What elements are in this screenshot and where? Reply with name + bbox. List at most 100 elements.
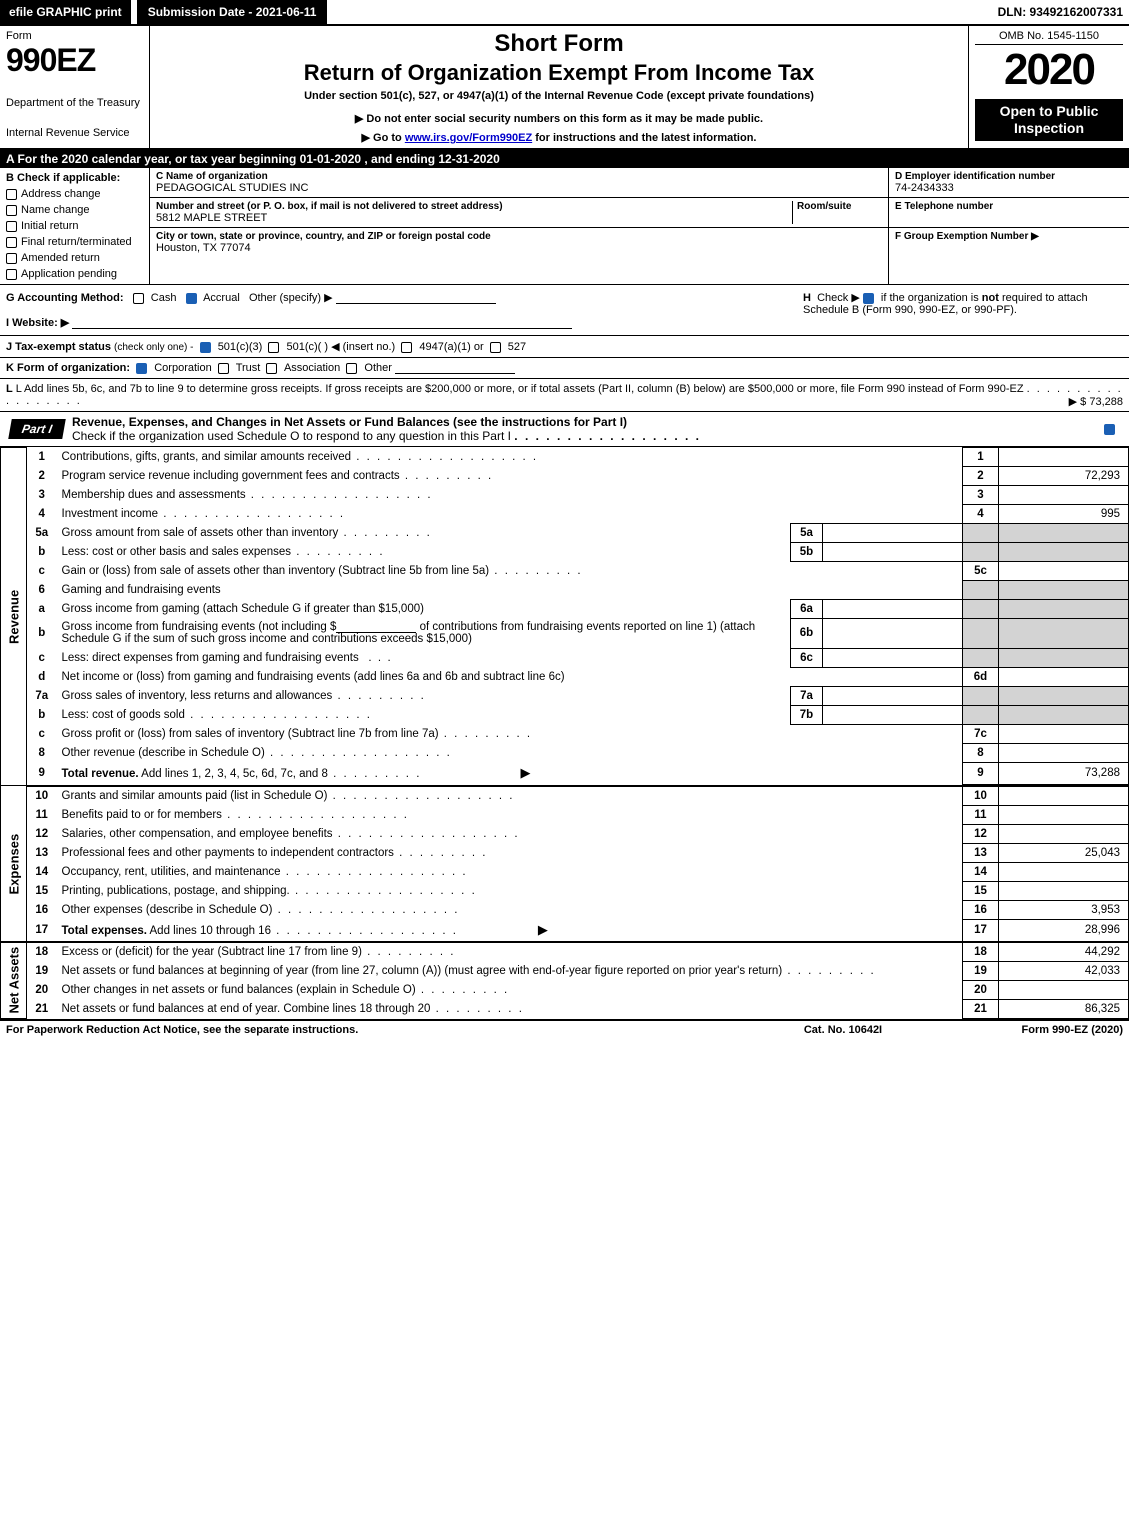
website-input[interactable] bbox=[72, 328, 572, 329]
checkbox-final-return[interactable]: Final return/terminated bbox=[6, 236, 143, 248]
line-value: 3,953 bbox=[999, 900, 1129, 919]
table-row: 16 Other expenses (describe in Schedule … bbox=[1, 900, 1129, 919]
line-num: 20 bbox=[27, 981, 57, 1000]
table-row: Net Assets 18 Excess or (deficit) for th… bbox=[1, 942, 1129, 962]
checkbox-schedule-b[interactable] bbox=[863, 293, 874, 304]
city-value: Houston, TX 77074 bbox=[156, 242, 882, 254]
shaded-cell bbox=[963, 543, 999, 562]
checkbox-other-org[interactable] bbox=[346, 363, 357, 374]
line-num: 1 bbox=[27, 448, 57, 467]
line-ref: 6d bbox=[963, 667, 999, 686]
table-row: 8 Other revenue (describe in Schedule O)… bbox=[1, 743, 1129, 762]
short-form-title: Short Form bbox=[158, 30, 960, 58]
line-ref: 19 bbox=[963, 962, 999, 981]
checkbox-501c3[interactable] bbox=[200, 342, 211, 353]
checkbox-label: Application pending bbox=[21, 268, 117, 280]
efile-print-button[interactable]: efile GRAPHIC print bbox=[0, 0, 131, 24]
line-num: c bbox=[27, 648, 57, 667]
line-num: b bbox=[27, 618, 57, 648]
checkbox-initial-return[interactable]: Initial return bbox=[6, 220, 143, 232]
shaded-cell bbox=[999, 581, 1129, 600]
dln-label: DLN: 93492162007331 bbox=[998, 5, 1129, 19]
inner-value bbox=[823, 618, 963, 648]
checkbox-4947[interactable] bbox=[401, 342, 412, 353]
section-c: C Name of organization PEDAGOGICAL STUDI… bbox=[150, 168, 889, 284]
group-exemption-cell: F Group Exemption Number ▶ bbox=[889, 228, 1129, 257]
j-detail: (check only one) - bbox=[114, 342, 193, 353]
checkbox-address-change[interactable]: Address change bbox=[6, 188, 143, 200]
line-desc: Occupancy, rent, utilities, and maintena… bbox=[57, 862, 963, 881]
inner-ref: 6a bbox=[791, 599, 823, 618]
part-1-checkbox[interactable] bbox=[1104, 422, 1129, 436]
checkbox-application-pending[interactable]: Application pending bbox=[6, 268, 143, 280]
table-row: b Gross income from fundraising events (… bbox=[1, 618, 1129, 648]
shaded-cell bbox=[999, 618, 1129, 648]
other-specify-input[interactable] bbox=[336, 303, 496, 304]
line-desc: Printing, publications, postage, and shi… bbox=[57, 881, 963, 900]
h-text: Check ▶ if the organization is not requi… bbox=[803, 292, 1088, 316]
shaded-cell bbox=[999, 648, 1129, 667]
form-word: Form bbox=[6, 30, 143, 42]
line-num: 15 bbox=[27, 881, 57, 900]
open-to-public-box: Open to Public Inspection bbox=[975, 99, 1123, 141]
telephone-cell: E Telephone number bbox=[889, 198, 1129, 228]
header-left: Form 990EZ Department of the Treasury In… bbox=[0, 26, 150, 148]
table-row: 7a Gross sales of inventory, less return… bbox=[1, 686, 1129, 705]
line-ref: 7c bbox=[963, 724, 999, 743]
inner-value bbox=[823, 686, 963, 705]
shaded-cell bbox=[999, 686, 1129, 705]
line-ref: 5c bbox=[963, 562, 999, 581]
line-desc: Less: cost or other basis and sales expe… bbox=[57, 543, 791, 562]
street-cell: Number and street (or P. O. box, if mail… bbox=[150, 198, 888, 228]
checkbox-amended-return[interactable]: Amended return bbox=[6, 252, 143, 264]
line-value: 995 bbox=[999, 505, 1129, 524]
shaded-cell bbox=[963, 599, 999, 618]
line-desc: Gross profit or (loss) from sales of inv… bbox=[57, 724, 963, 743]
line-desc: Salaries, other compensation, and employ… bbox=[57, 824, 963, 843]
irs-link[interactable]: www.irs.gov/Form990EZ bbox=[405, 132, 532, 144]
line-num: 4 bbox=[27, 505, 57, 524]
line-num: 14 bbox=[27, 862, 57, 881]
line-desc: Less: direct expenses from gaming and fu… bbox=[57, 648, 791, 667]
line-ref: 20 bbox=[963, 981, 999, 1000]
line-desc: Net income or (loss) from gaming and fun… bbox=[57, 667, 963, 686]
checkbox-name-change[interactable]: Name change bbox=[6, 204, 143, 216]
table-row: b Less: cost of goods sold 7b bbox=[1, 705, 1129, 724]
checkbox-527[interactable] bbox=[490, 342, 501, 353]
ein-value: 74-2434333 bbox=[895, 182, 1123, 194]
table-row: 6 Gaming and fundraising events bbox=[1, 581, 1129, 600]
line-value: 86,325 bbox=[999, 1000, 1129, 1019]
checkbox-accrual[interactable] bbox=[186, 293, 197, 304]
line-ref: 18 bbox=[963, 942, 999, 962]
line-ref: 14 bbox=[963, 862, 999, 881]
line-num: 2 bbox=[27, 467, 57, 486]
row-j: J Tax-exempt status (check only one) - 5… bbox=[0, 336, 1129, 358]
return-title: Return of Organization Exempt From Incom… bbox=[158, 60, 960, 86]
revenue-side-label: Revenue bbox=[1, 448, 27, 786]
table-row: 2 Program service revenue including gove… bbox=[1, 467, 1129, 486]
k-label: K Form of organization: bbox=[6, 362, 130, 374]
checkbox-corporation[interactable] bbox=[136, 363, 147, 374]
checkbox-trust[interactable] bbox=[218, 363, 229, 374]
header-center: Short Form Return of Organization Exempt… bbox=[150, 26, 969, 148]
checkbox-cash[interactable] bbox=[133, 293, 144, 304]
checkbox-association[interactable] bbox=[266, 363, 277, 374]
goto-prefix: ▶ Go to bbox=[362, 132, 405, 144]
form-header: Form 990EZ Department of the Treasury In… bbox=[0, 26, 1129, 150]
l-text: L Add lines 5b, 6c, and 7b to line 9 to … bbox=[16, 383, 1024, 395]
paperwork-notice: For Paperwork Reduction Act Notice, see … bbox=[6, 1024, 743, 1036]
omb-number: OMB No. 1545-1150 bbox=[975, 30, 1123, 45]
checkbox-501c[interactable] bbox=[268, 342, 279, 353]
line-num: c bbox=[27, 562, 57, 581]
table-row: c Gross profit or (loss) from sales of i… bbox=[1, 724, 1129, 743]
shaded-cell bbox=[999, 599, 1129, 618]
line-num: d bbox=[27, 667, 57, 686]
table-row: Expenses 10 Grants and similar amounts p… bbox=[1, 786, 1129, 806]
inner-ref: 7b bbox=[791, 705, 823, 724]
inner-ref: 6b bbox=[791, 618, 823, 648]
shaded-cell bbox=[999, 524, 1129, 543]
part-1-label: Part I bbox=[8, 419, 66, 439]
other-org-input[interactable] bbox=[395, 373, 515, 374]
footer: For Paperwork Reduction Act Notice, see … bbox=[0, 1019, 1129, 1039]
line-num: b bbox=[27, 543, 57, 562]
